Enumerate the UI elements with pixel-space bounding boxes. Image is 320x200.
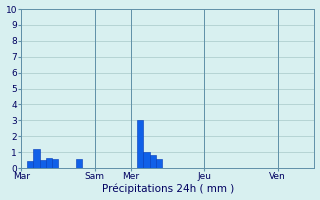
Bar [27, 161, 33, 168]
Bar [52, 159, 58, 168]
Bar [149, 155, 156, 168]
Bar [137, 120, 143, 168]
Bar [76, 159, 82, 168]
Bar [33, 149, 40, 168]
Bar [40, 160, 46, 168]
Bar [156, 159, 162, 168]
Bar [46, 158, 52, 168]
Bar [143, 152, 149, 168]
X-axis label: Précipitations 24h ( mm ): Précipitations 24h ( mm ) [102, 184, 234, 194]
